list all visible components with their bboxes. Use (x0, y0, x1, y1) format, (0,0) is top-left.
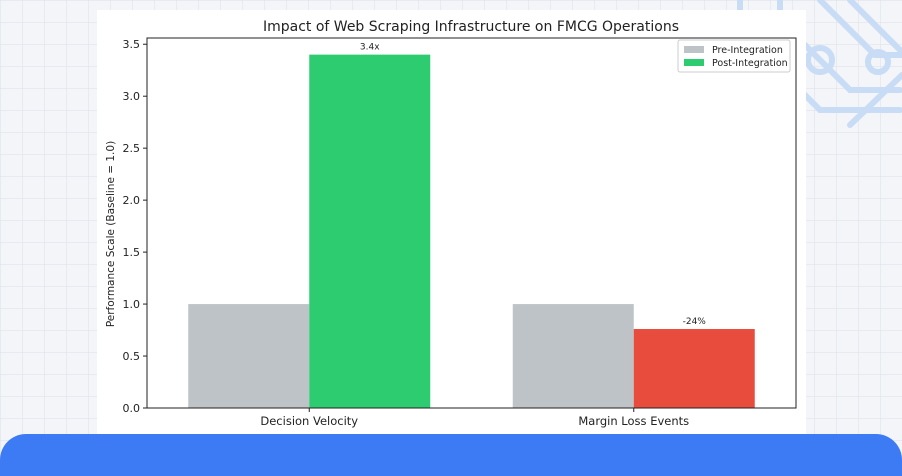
chart-card: Impact of Web Scraping Infrastructure on… (97, 10, 806, 435)
bar-post-integration-decision-velocity (309, 54, 431, 409)
chart-title: Impact of Web Scraping Infrastructure on… (263, 19, 679, 35)
legend-label-pre-integration: Pre-Integration (712, 45, 783, 56)
legend-label-post-integration: Post-Integration (712, 58, 788, 69)
bar-post-integration-margin-loss-events (633, 329, 755, 408)
legend-swatch-post-integration (684, 59, 704, 66)
y-tick-label: 3.0 (123, 90, 141, 103)
bar-value-label: 3.4x (360, 43, 380, 53)
bar-value-label: -24% (683, 317, 707, 327)
y-tick-label: 1.0 (123, 298, 141, 311)
y-tick-label: 2.5 (123, 142, 141, 155)
bar-pre-integration-decision-velocity (188, 304, 310, 408)
y-tick-label: 3.5 (123, 38, 141, 51)
x-tick-label: Margin Loss Events (578, 414, 689, 428)
plot-frame (146, 37, 797, 409)
y-axis-label: Performance Scale (Baseline = 1.0) (105, 141, 117, 327)
y-tick-label: 1.5 (123, 246, 141, 259)
bar-chart: Impact of Web Scraping Infrastructure on… (105, 19, 797, 428)
legend-box (677, 39, 791, 73)
x-tick-label: Decision Velocity (260, 414, 358, 428)
legend: Pre-Integration Post-Integration (677, 39, 791, 73)
bottom-banner (0, 434, 902, 476)
y-tick-label: 2.0 (123, 194, 141, 207)
y-tick-label: 0.0 (123, 402, 141, 415)
y-tick-label: 0.5 (123, 350, 141, 363)
legend-swatch-pre-integration (684, 46, 704, 53)
bar-pre-integration-margin-loss-events (512, 304, 634, 408)
